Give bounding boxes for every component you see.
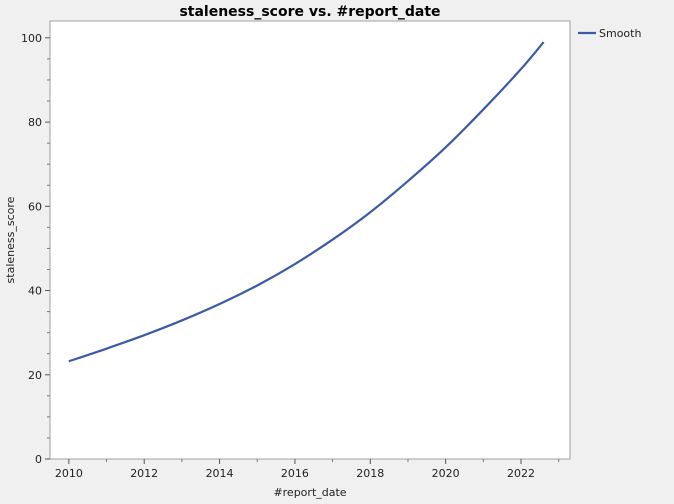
series-layer	[68, 41, 545, 363]
series-line-smooth	[68, 41, 545, 363]
x-tick-label: 2022	[507, 467, 535, 480]
x-tick-label: 2020	[432, 467, 460, 480]
legend-label: Smooth	[599, 27, 641, 40]
y-tick-label: 60	[28, 200, 42, 213]
x-tick-label: 2016	[281, 467, 309, 480]
x-tick-label: 2014	[206, 467, 234, 480]
y-tick-label: 0	[35, 453, 42, 466]
plot-area	[49, 20, 571, 460]
x-tick-label: 2012	[130, 467, 158, 480]
x-axis-title: #report_date	[273, 486, 346, 499]
y-tick-label: 40	[28, 285, 42, 298]
x-tick-label: 2018	[356, 467, 384, 480]
axes: 0 20 40 60 80 100 2010 2012 2014 2016 2018 2020 2022	[21, 32, 560, 480]
chart-title: staleness_score vs. #report_date	[179, 4, 440, 20]
x-tick-label: 2010	[55, 467, 83, 480]
legend: Smooth	[578, 27, 641, 40]
y-tick-label: 80	[28, 116, 42, 129]
y-tick-label: 100	[21, 32, 42, 45]
y-tick-label: 20	[28, 369, 42, 382]
y-axis-title: staleness_score	[4, 196, 17, 283]
